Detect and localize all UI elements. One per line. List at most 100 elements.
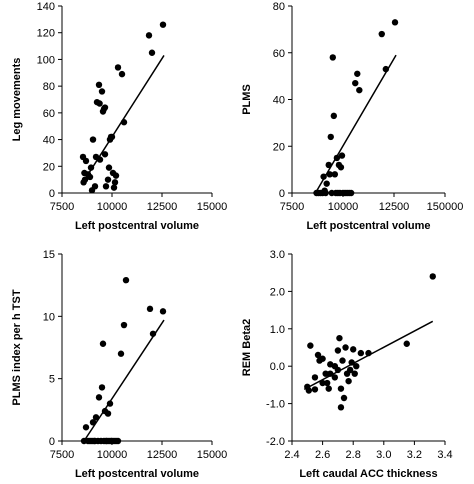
data-point — [114, 437, 122, 445]
data-point — [89, 419, 97, 426]
data-point — [327, 370, 334, 377]
data-point — [322, 370, 329, 377]
data-point — [351, 370, 358, 377]
y-tick-label: 60 — [43, 108, 55, 120]
y-tick-label: 40 — [43, 135, 55, 147]
data-point — [89, 136, 97, 143]
y-tick-label: 20 — [43, 161, 55, 173]
x-tick-label: 7500 — [50, 201, 74, 213]
data-point — [105, 164, 113, 171]
y-tick-label: 40 — [273, 95, 285, 107]
data-point — [339, 357, 346, 364]
data-point — [99, 340, 107, 347]
data-point — [95, 394, 103, 401]
data-point — [330, 112, 338, 120]
x-tick-label: 2.6 — [315, 449, 330, 461]
data-point — [101, 104, 109, 111]
y-axis-label: Leg movements — [11, 58, 23, 142]
data-point — [382, 65, 390, 73]
data-point — [350, 346, 357, 353]
y-tick-label: 5 — [49, 374, 55, 386]
regression-line — [314, 54, 397, 194]
data-point — [337, 404, 345, 411]
data-point — [146, 305, 154, 313]
data-point — [326, 171, 333, 178]
data-point — [92, 414, 100, 421]
data-point — [342, 344, 349, 351]
data-point — [325, 385, 332, 392]
y-tick-label: 1.0 — [270, 324, 285, 336]
data-point — [110, 184, 118, 191]
data-point — [333, 154, 341, 162]
x-tick-label: 12500 — [147, 201, 178, 213]
x-tick-label: 10000 — [97, 201, 128, 213]
data-point — [378, 30, 385, 38]
data-point — [104, 176, 112, 183]
y-tick-label: 3.0 — [270, 249, 285, 261]
y-tick-label: -2.0 — [266, 436, 285, 448]
data-point — [148, 49, 156, 56]
data-point — [331, 171, 339, 178]
data-point — [334, 347, 342, 354]
data-point — [329, 54, 336, 61]
data-point — [403, 340, 410, 347]
x-tick-label: 2.4 — [284, 449, 299, 461]
data-point — [340, 394, 348, 402]
data-point — [311, 386, 319, 393]
data-point — [120, 119, 128, 126]
data-point — [322, 189, 329, 197]
data-point — [149, 330, 157, 337]
data-point — [98, 88, 106, 95]
chart-panel-2: 0 20 40 60 80 7500 10000 12500 150000 Left postce… — [241, 1, 463, 232]
data-point — [429, 273, 436, 280]
y-tick-label: 20 — [273, 141, 285, 153]
data-point — [112, 172, 120, 179]
data-point — [307, 342, 314, 349]
y-tick-label: 15 — [43, 249, 55, 261]
x-tick-label: 10000 — [328, 201, 359, 213]
data-point — [323, 379, 331, 387]
data-point — [352, 79, 359, 87]
chart-panel-3: 0 5 10 15 7500 10000 12500 15000 Left postcentra… — [11, 249, 227, 480]
data-point — [305, 387, 313, 394]
data-point — [348, 359, 355, 366]
data-point — [98, 384, 106, 391]
data-point — [347, 189, 355, 197]
y-tick-label: -1.0 — [266, 399, 285, 411]
data-point — [118, 70, 126, 78]
data-point — [311, 374, 319, 381]
x-tick-label: 15000 — [197, 449, 228, 461]
y-tick-label: 2.0 — [270, 286, 285, 298]
y-tick-label: 120 — [37, 28, 55, 40]
data-point — [108, 133, 116, 141]
x-tick-label: 12500 — [147, 449, 178, 461]
data-point — [336, 334, 343, 342]
chart-panel-4: -2.0 -1.0 0.0 1.0 2.0 3.0 2.4 2.6 2.8 3.0 3.2 3.4Le… — [241, 249, 453, 480]
x-axis-label: Left postcentral volume — [306, 220, 430, 232]
data-point — [86, 173, 94, 181]
x-tick-label: 12500 — [379, 201, 410, 213]
data-point — [319, 355, 326, 362]
x-tick-label: 150000 — [427, 201, 464, 213]
y-tick-label: 0 — [49, 436, 55, 448]
x-tick-label: 10000 — [97, 449, 128, 461]
data-point — [87, 164, 95, 171]
y-tick-label: 0 — [49, 188, 55, 200]
chart-panel-1: 0 20 40 60 80 100 120 140 7500 10000 12500 15000 Lef… — [11, 1, 227, 232]
y-tick-label: 60 — [273, 48, 285, 60]
data-point — [365, 349, 372, 357]
x-tick-label: 7500 — [50, 449, 74, 461]
data-point — [111, 179, 119, 186]
y-axis-label: REM Beta2 — [241, 319, 253, 376]
x-tick-label: 2.8 — [346, 449, 361, 461]
data-point — [82, 424, 90, 431]
data-point — [114, 64, 122, 71]
data-point — [120, 321, 128, 329]
x-tick-label: 3.2 — [407, 449, 422, 461]
data-point — [391, 19, 399, 26]
data-point — [96, 100, 103, 107]
data-point — [337, 385, 345, 392]
data-point — [314, 351, 322, 359]
x-axis-label: Left postcentral volume — [75, 220, 199, 232]
x-tick-label: 7500 — [280, 201, 304, 213]
